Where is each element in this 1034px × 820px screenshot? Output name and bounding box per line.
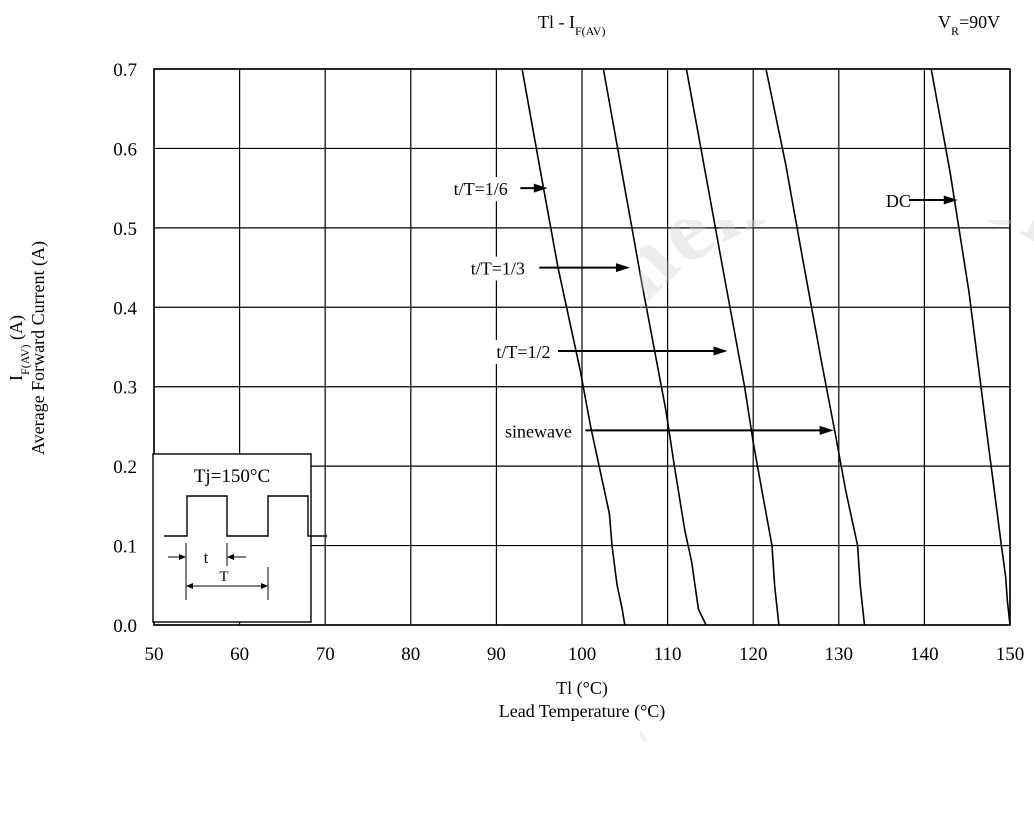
x-axis-label: Tl (°C) — [556, 678, 608, 699]
y-tick-label: 0.7 — [113, 60, 137, 81]
x-tick-label: 70 — [316, 644, 335, 665]
y-axis-label: IF(AV) (A) — [6, 315, 32, 381]
x-tick-label: 110 — [654, 644, 682, 665]
x-tick-label: 130 — [825, 644, 854, 665]
y-tick-labels: 0.0 0.1 0.2 0.3 0.4 0.5 0.6 0.7 — [113, 60, 137, 637]
annotation-arrow-head — [943, 195, 958, 205]
series-line — [602, 68, 707, 626]
plot-frame — [153, 68, 1011, 626]
annotation-label: t/T=1/6 — [454, 179, 508, 199]
y-tick-label: 0.6 — [113, 139, 137, 160]
pulse-waveform — [164, 495, 327, 537]
T-arrow-right-head — [261, 583, 268, 589]
chart: t/T=1/6 t/T=1/3 t/T=1/2 sinewave DC 50 60 70 80… — [6, 12, 1025, 722]
annotation-label: t/T=1/3 — [471, 259, 525, 279]
curves — [521, 68, 1011, 626]
T-label: T — [219, 569, 228, 585]
annotation-bg — [449, 177, 512, 202]
x-tick-label: 140 — [910, 644, 939, 665]
x-tick-label: 120 — [739, 644, 768, 665]
y-tick-label: 0.4 — [113, 298, 137, 319]
annotation-bg — [492, 339, 555, 364]
chart-title: Tl - IF(AV) — [538, 12, 605, 38]
annotation-bg — [500, 419, 576, 444]
t-arrow-right-head — [227, 554, 234, 560]
annotation-arrow-head — [713, 346, 728, 356]
x-tick-label: 80 — [401, 644, 420, 665]
annotation-bg — [466, 256, 529, 281]
inset-title: Tj=150°C — [194, 466, 270, 487]
t-arrow-left-head — [179, 554, 186, 560]
t-label: t — [204, 548, 209, 567]
series-line — [765, 68, 866, 626]
annotation-arrow-head — [615, 263, 630, 273]
series-line — [930, 68, 1011, 626]
series-line — [521, 68, 626, 626]
inset-frame — [152, 453, 312, 623]
annotation-label: DC — [886, 191, 911, 211]
y-tick-label: 0.3 — [113, 378, 137, 399]
series-line — [685, 68, 780, 626]
y-tick-label: 0.1 — [113, 537, 137, 558]
x-tick-label: 90 — [487, 644, 506, 665]
annotation-arrow-head — [533, 183, 548, 193]
y-tick-label: 0.5 — [113, 219, 137, 240]
x-tick-label: 50 — [145, 644, 164, 665]
x-tick-labels: 50 60 70 80 90 100 110 120 130 140 150 — [145, 644, 1025, 665]
annotation-arrow-head — [819, 425, 834, 435]
annotation-label: sinewave — [505, 421, 572, 441]
x-tick-label: 150 — [996, 644, 1025, 665]
annotation-label: t/T=1/2 — [496, 342, 550, 362]
annotations: t/T=1/6 t/T=1/3 t/T=1/2 sinewave DC — [449, 177, 958, 444]
y-tick-label: 0.0 — [113, 616, 137, 637]
y-tick-label: 0.2 — [113, 457, 137, 478]
T-arrow-left-head — [186, 583, 193, 589]
x-tick-label: 60 — [230, 644, 249, 665]
x-tick-label: 100 — [568, 644, 597, 665]
inset-box: Tj=150°C t T — [152, 453, 327, 623]
x-axis-label-2: Lead Temperature (°C) — [499, 701, 666, 722]
condition-label: VR=90V — [938, 12, 1000, 38]
y-axis-label-2: Average Forward Current (A) — [28, 241, 49, 455]
